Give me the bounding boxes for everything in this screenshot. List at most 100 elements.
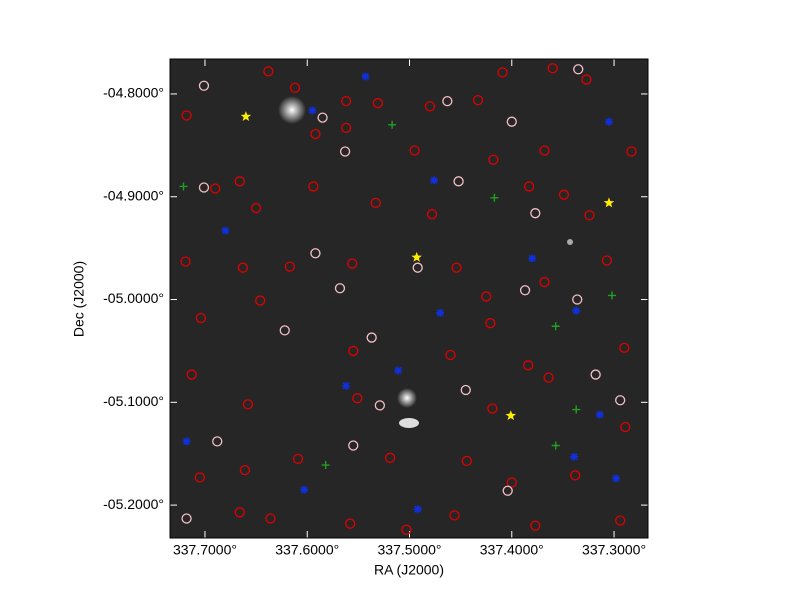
- source-circle: [347, 258, 358, 269]
- plus-marker: [608, 291, 617, 300]
- cross-marker: [413, 505, 422, 514]
- source-circle: [194, 472, 206, 483]
- source-circle: [265, 513, 276, 524]
- y-axis-label: Dec (J2000): [71, 261, 87, 337]
- source-circle: [181, 513, 192, 524]
- source-circle: [506, 477, 517, 488]
- source-circle: [250, 202, 262, 214]
- cross-marker: [308, 106, 317, 115]
- source-circle: [284, 261, 296, 272]
- source-circle: [451, 262, 462, 273]
- source-circle: [547, 63, 558, 74]
- source-circle: [255, 295, 266, 306]
- cross-marker: [595, 410, 604, 419]
- source-circle: [180, 256, 191, 267]
- cross-marker: [430, 176, 439, 185]
- source-circle: [334, 283, 346, 294]
- source-circle: [522, 360, 534, 371]
- plus-marker: [388, 120, 397, 129]
- source-circle: [210, 183, 221, 194]
- cross-marker: [570, 452, 579, 461]
- cross-marker: [528, 254, 537, 263]
- source-circle: [339, 146, 351, 157]
- x-tick-label: 337.7000°: [173, 542, 237, 558]
- source-circle: [348, 345, 359, 357]
- source-circle: [198, 182, 210, 193]
- star-marker: [240, 111, 252, 121]
- source-circle: [370, 197, 381, 209]
- source-circle: [620, 421, 631, 433]
- source-circle: [239, 465, 251, 476]
- source-circle: [308, 181, 319, 192]
- y-tick-label: -05.1000°: [103, 393, 164, 409]
- cross-marker: [436, 308, 445, 317]
- source-circle: [461, 455, 472, 467]
- plus-marker: [321, 461, 330, 470]
- cross-marker: [300, 485, 309, 494]
- source-circle: [485, 318, 496, 329]
- source-circle: [374, 400, 386, 411]
- source-circle: [584, 210, 595, 221]
- source-circle: [530, 208, 541, 219]
- source-circle: [424, 101, 436, 112]
- source-circle: [449, 510, 460, 521]
- source-circle: [570, 470, 581, 481]
- source-circle: [212, 436, 223, 447]
- x-axis-label: RA (J2000): [374, 562, 444, 578]
- source-circle: [352, 393, 363, 404]
- source-circle: [401, 524, 412, 535]
- source-circle: [340, 95, 352, 107]
- y-tick-label: -04.9000°: [103, 187, 164, 203]
- source-circle: [506, 116, 517, 127]
- source-circle: [453, 176, 464, 187]
- source-circle: [558, 189, 570, 200]
- source-circle: [590, 369, 601, 380]
- source-circle: [519, 285, 531, 296]
- source-circle: [263, 66, 274, 77]
- plus-marker: [490, 193, 499, 202]
- source-circle: [615, 515, 626, 526]
- source-circle: [426, 209, 438, 220]
- star-marker: [411, 251, 422, 262]
- source-circle: [186, 369, 197, 380]
- cross-marker: [394, 366, 403, 375]
- source-circle: [198, 80, 210, 91]
- source-circle: [412, 262, 423, 273]
- source-circle: [366, 332, 377, 343]
- source-circle: [488, 154, 499, 165]
- source-circle: [348, 440, 359, 451]
- source-circle: [539, 145, 550, 156]
- source-circle: [181, 110, 192, 121]
- source-circle: [539, 276, 550, 288]
- cross-marker: [612, 474, 621, 483]
- star-marker: [505, 410, 516, 421]
- source-circle: [409, 145, 420, 156]
- source-circle: [310, 248, 321, 259]
- source-circle: [524, 181, 535, 192]
- source-circle: [289, 82, 301, 93]
- source-circle: [572, 294, 583, 305]
- source-circle: [460, 384, 471, 396]
- y-tick-label: -04.8000°: [103, 85, 164, 101]
- y-tick-label: -05.0000°: [103, 290, 164, 306]
- source-circle: [601, 255, 613, 266]
- source-circle: [237, 262, 248, 273]
- source-circle: [317, 112, 328, 123]
- source-circle: [234, 507, 245, 518]
- source-circle: [279, 325, 290, 336]
- plus-marker: [551, 441, 560, 450]
- source-circle: [234, 176, 245, 187]
- source-circle: [615, 395, 626, 406]
- source-circle: [340, 122, 352, 134]
- x-tick-label: 337.3000°: [582, 542, 646, 558]
- source-circle: [445, 349, 456, 361]
- plus-marker: [179, 182, 188, 191]
- source-circle: [626, 146, 637, 157]
- cross-marker: [361, 72, 370, 81]
- cross-marker: [572, 306, 581, 315]
- y-tick-label: -05.2000°: [103, 496, 164, 512]
- plus-marker: [572, 405, 581, 414]
- plus-marker: [551, 322, 560, 331]
- source-circle: [372, 98, 383, 109]
